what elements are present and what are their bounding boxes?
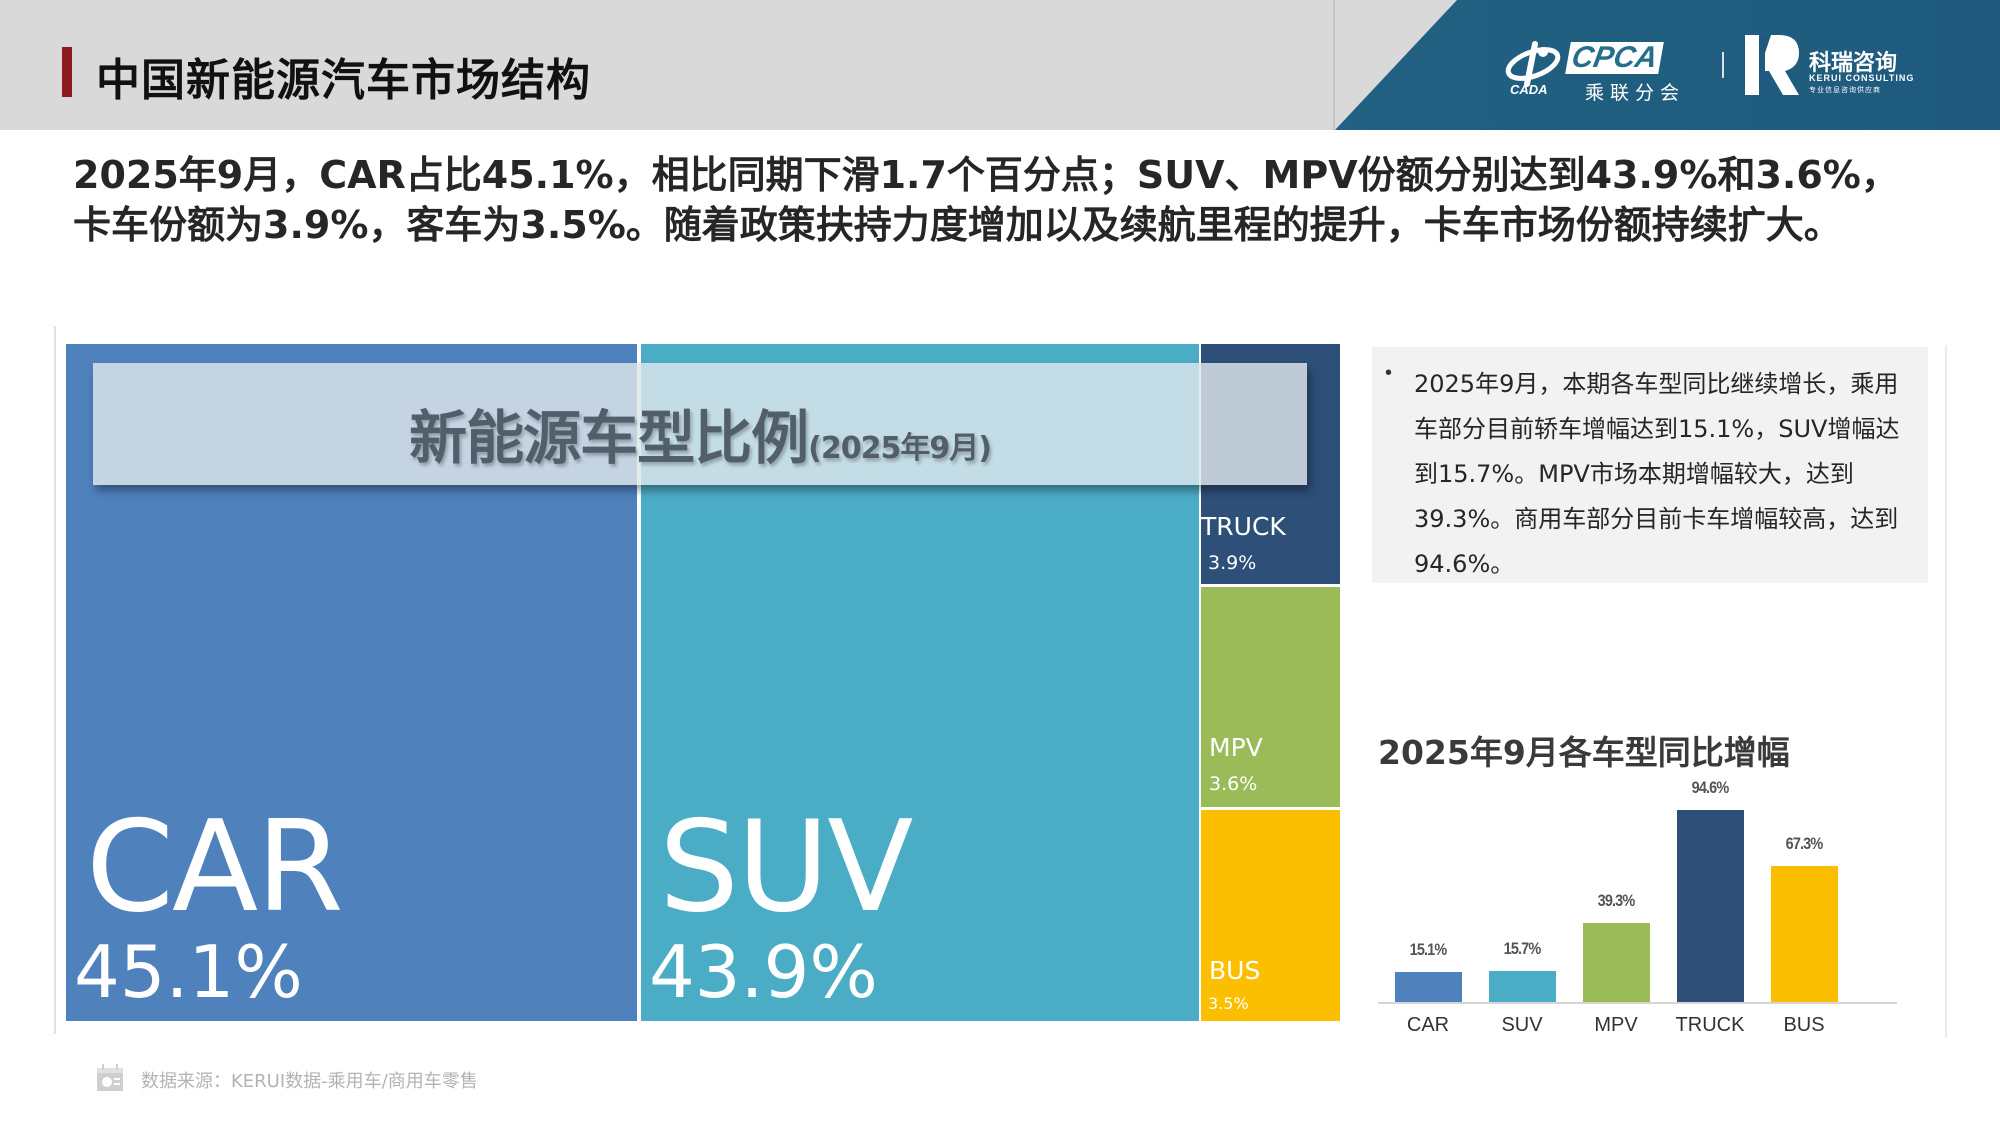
bar-car — [1395, 972, 1462, 1002]
tile-label: SUV — [659, 793, 913, 940]
treemap-tile-mpv: MPV 3.6% — [1201, 587, 1340, 807]
cpca-text: CPCA — [1565, 41, 1664, 74]
logo-separator — [1722, 52, 1724, 78]
kerui-r-icon — [1745, 35, 1799, 95]
bar-category-label: CAR — [1406, 1014, 1450, 1036]
tile-label: CAR — [86, 793, 344, 940]
kerui-en-text: KERUI CONSULTING — [1809, 73, 1915, 83]
bar-truck — [1677, 810, 1744, 1002]
note-box — [1372, 347, 1928, 583]
bar-mpv — [1583, 923, 1650, 1002]
note-text: 2025年9月，本期各车型同比继续增长，乘用车部分目前轿车增幅达到15.1%，S… — [1414, 370, 1900, 578]
bar-suv — [1489, 971, 1556, 1002]
growth-bar-chart: 15.1% CAR 15.7% SUV 39.3% MPV 94.6% TRUC… — [1378, 770, 1918, 1040]
bar-value-label: 15.1% — [1409, 940, 1448, 959]
bar-value-label: 94.6% — [1691, 778, 1730, 797]
tile-pct: 3.9% — [1208, 552, 1257, 574]
title-accent-bar — [62, 47, 72, 97]
kerui-sub-text: 专业信息咨询供应商 — [1809, 87, 1881, 94]
bar-category-label: TRUCK — [1675, 1014, 1745, 1036]
cpca-logo: CADA CPCA 乘联分会 — [1505, 38, 1700, 104]
treemap-title-main: 新能源车型比例 — [409, 404, 809, 472]
tile-label: TRUCK — [1201, 512, 1286, 541]
cpca-cn-text: 乘联分会 — [1585, 82, 1686, 104]
bullet-icon: • — [1385, 362, 1393, 384]
left-divider — [54, 326, 56, 1034]
treemap-title-sub: (2025年9月) — [808, 431, 992, 466]
bar-category-label: BUS — [1783, 1014, 1825, 1036]
growth-chart-title: 2025年9月各车型同比增幅 — [1378, 733, 1790, 772]
source-text: 数据来源：KERUI数据-乘用车/商用车零售 — [141, 1071, 478, 1092]
tile-pct: 45.1% — [74, 930, 303, 1014]
right-divider — [1945, 345, 1947, 1038]
bar-value-label: 15.7% — [1503, 939, 1542, 958]
summary-text: 2025年9月，CAR占比45.1%，相比同期下滑1.7个百分点；SUV、MPV… — [73, 153, 1899, 247]
x-axis-line — [1378, 1002, 1897, 1004]
treemap-tile-bus: BUS 3.5% — [1201, 810, 1340, 1021]
kerui-logo: 科瑞咨询 KERUI CONSULTING 专业信息咨询供应商 — [1745, 35, 1925, 97]
header-logo-band — [1335, 0, 2000, 130]
kerui-cn-text: 科瑞咨询 — [1809, 51, 1898, 76]
cada-text: CADA — [1510, 82, 1548, 97]
treemap-title-overlay: 新能源车型比例(2025年9月) — [93, 363, 1307, 485]
header-divider — [1333, 0, 1335, 130]
treemap-title: 新能源车型比例(2025年9月) — [409, 391, 992, 475]
bar-bus — [1771, 866, 1838, 1002]
bar-category-label: SUV — [1501, 1014, 1543, 1036]
page-title: 中国新能源汽车市场结构 — [96, 55, 591, 106]
tile-pct: 3.6% — [1209, 773, 1258, 795]
calendar-chart-icon — [97, 1064, 123, 1091]
tile-pct: 43.9% — [649, 930, 878, 1014]
bar-value-label: 67.3% — [1785, 834, 1824, 853]
bar-value-label: 39.3% — [1597, 891, 1636, 910]
tile-label: MPV — [1209, 733, 1263, 762]
tile-pct: 3.5% — [1208, 994, 1249, 1013]
cpca-emblem-icon — [1505, 41, 1561, 87]
tile-label: BUS — [1209, 956, 1261, 985]
bar-category-label: MPV — [1594, 1014, 1638, 1036]
